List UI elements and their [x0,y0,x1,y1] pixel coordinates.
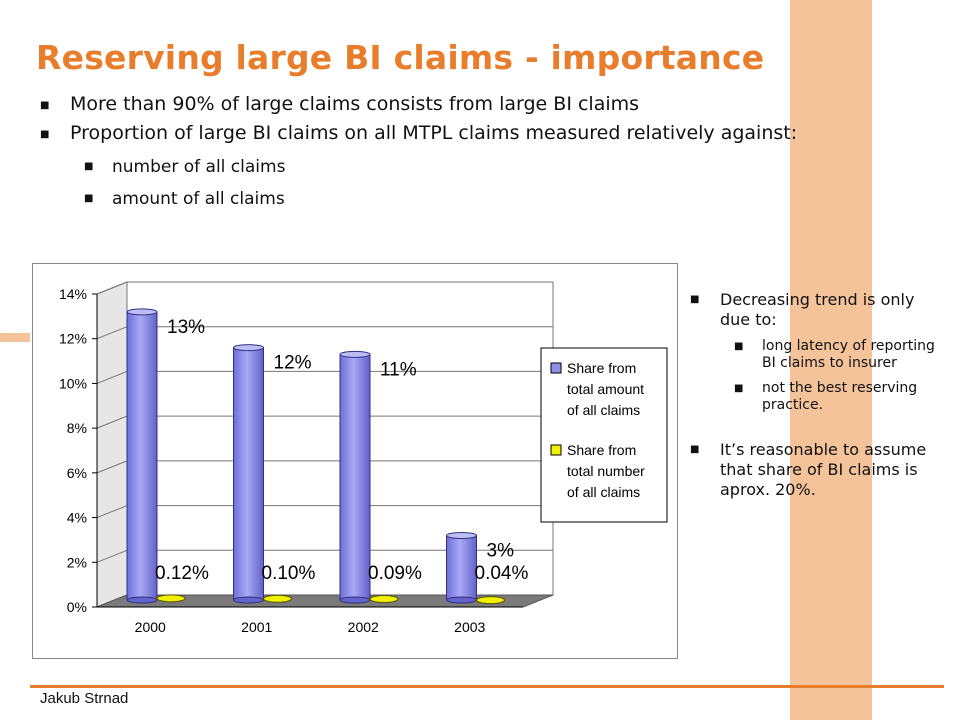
x-tick-label: 2000 [135,619,166,635]
bullet-item: ■ Proportion of large BI claims on all M… [40,121,920,146]
bullet-text: More than 90% of large claims consists f… [70,93,640,115]
bar-number [263,594,292,603]
data-label-amount: 13% [167,317,205,338]
bar-amount-top [446,531,477,539]
legend-swatch [550,362,562,374]
x-tick-label: 2002 [348,619,379,635]
bar-amount [339,353,371,601]
bar-number [476,596,505,605]
data-label-amount: 3% [487,540,515,561]
square-bullet-icon: ■ [734,383,744,394]
bar-amount-top [339,350,371,358]
footer-divider [30,685,944,688]
data-label-number: 0.04% [475,563,529,584]
y-tick-label: 6% [67,465,87,481]
sub-bullet-item: ■ amount of all claims [40,188,920,210]
data-label-number: 0.09% [368,563,422,584]
bar-number [156,594,186,603]
y-tick-label: 2% [67,554,87,570]
y-tick-label: 0% [67,599,87,615]
bar-amount-base [446,596,477,604]
side-bullets: ■ Decreasing trend is only due to: ■ lon… [690,290,940,500]
sub-bullet-text: amount of all claims [112,189,285,209]
bar-amount-base [233,596,264,604]
side-bullet-text: It’s reasonable to assume that share of … [720,440,927,499]
bar-amount-top [126,308,158,316]
data-label-number: 0.12% [155,563,209,584]
y-tick-label: 8% [67,420,87,436]
y-tick-label: 4% [67,510,87,526]
side-sub-bullet-text: long latency of reporting BI claims to i… [762,338,935,371]
chart-container: 0% 2% 4% 6% 8% 10% 12% 14% 2000 13% 0.12% 2001 12% 0.… [32,263,678,659]
square-bullet-icon: ■ [40,100,50,111]
legend-swatch [550,444,562,456]
data-label-amount: 11% [380,359,417,380]
grid-line-diagonal [96,460,128,474]
sub-bullet-text: number of all claims [112,157,286,177]
y-tick-label: 10% [59,375,87,391]
square-bullet-icon: ■ [690,444,700,455]
accent-stripe [790,0,872,720]
legend-label: Share from total amount of all claims [567,360,644,418]
accent-tab [0,333,30,342]
grid-line-diagonal [96,505,128,519]
bar-amount-top [233,344,264,352]
y-tick-label: 12% [59,331,87,347]
bullet-item: ■ More than 90% of large claims consists… [40,92,920,117]
square-bullet-icon: ■ [84,161,94,172]
grid-line-diagonal [96,415,128,429]
grid-line-diagonal [96,281,128,295]
bar-amount-base [126,596,158,604]
grid-line-diagonal [96,326,128,340]
legend-box [540,347,668,523]
x-tick-label: 2003 [454,619,485,635]
sub-bullet-item: ■ number of all claims [40,156,920,178]
slide-title: Reserving large BI claims - importance [36,38,765,77]
bullet-text: Proportion of large BI claims on all MTP… [70,122,798,144]
side-sub-bullet-item: ■ long latency of reporting BI claims to… [690,338,940,372]
side-sub-bullet-text: not the best reserving practice. [762,380,918,413]
grid-line-diagonal [96,370,128,384]
bar-amount [126,311,158,601]
side-bullet-item: ■ It’s reasonable to assume that share o… [690,440,940,500]
side-bullet-item: ■ Decreasing trend is only due to: [690,290,940,330]
square-bullet-icon: ■ [40,129,50,140]
legend-label: Share from total number of all claims [567,442,645,500]
main-bullets: ■ More than 90% of large claims consists… [40,92,920,210]
x-tick-label: 2001 [241,619,272,635]
bar-amount [446,534,477,601]
side-bullet-text: Decreasing trend is only due to: [720,290,915,329]
grid-line-diagonal [96,549,128,563]
bar-amount-base [339,596,371,604]
data-label-amount: 12% [274,353,312,374]
author-name: Jakub Strnad [40,690,129,707]
bar-amount [233,347,264,601]
bar-number [369,594,399,603]
side-sub-bullet-item: ■ not the best reserving practice. [690,380,940,414]
chart-side-wall [96,281,128,608]
square-bullet-icon: ■ [84,193,94,204]
y-tick-label: 14% [59,286,87,302]
data-label-number: 0.10% [262,563,316,584]
square-bullet-icon: ■ [690,294,700,305]
square-bullet-icon: ■ [734,341,744,352]
bar-chart: 0% 2% 4% 6% 8% 10% 12% 14% 2000 13% 0.12% 2001 12% 0.… [59,281,668,635]
